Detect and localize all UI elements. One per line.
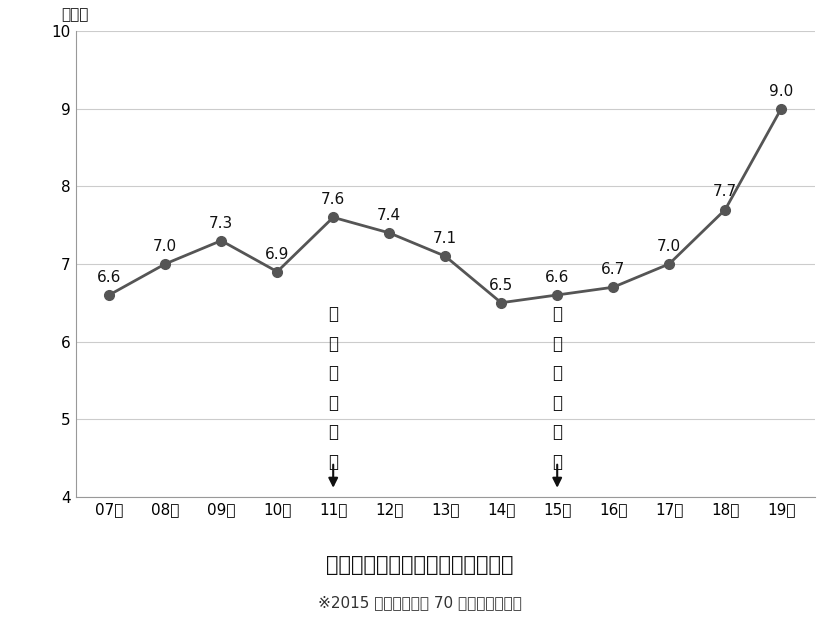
Text: 6.6: 6.6 (97, 270, 122, 285)
Text: 創: 創 (552, 365, 562, 383)
Text: 東: 東 (328, 306, 339, 324)
Text: 7.0: 7.0 (153, 239, 177, 254)
Text: 7.3: 7.3 (209, 215, 234, 230)
Text: 始: 始 (552, 453, 562, 471)
Text: 7.6: 7.6 (321, 193, 345, 207)
Text: 震: 震 (328, 424, 339, 442)
Text: 本: 本 (328, 365, 339, 383)
Text: 6.7: 6.7 (601, 262, 625, 277)
Text: 災: 災 (328, 453, 339, 471)
Text: 日: 日 (328, 335, 339, 353)
Text: 7.1: 7.1 (433, 231, 457, 246)
Text: 7.7: 7.7 (713, 184, 738, 199)
Text: 生: 生 (552, 394, 562, 412)
Text: 7.4: 7.4 (377, 208, 402, 223)
Text: 【市区町村魅力度平均点の推移】: 【市区町村魅力度平均点の推移】 (326, 555, 514, 575)
Text: 6.9: 6.9 (265, 247, 290, 261)
Text: 6.6: 6.6 (545, 270, 570, 285)
Text: 6.5: 6.5 (489, 278, 513, 292)
Text: 大: 大 (328, 394, 339, 412)
Text: 開: 開 (552, 424, 562, 442)
Text: （点）: （点） (60, 7, 88, 22)
Text: 7.0: 7.0 (657, 239, 681, 254)
Text: 9.0: 9.0 (769, 84, 793, 99)
Text: 方: 方 (552, 335, 562, 353)
Text: 地: 地 (552, 306, 562, 324)
Text: ※2015 年結果は年代 70 代も合めた結果: ※2015 年結果は年代 70 代も合めた結果 (318, 595, 522, 610)
